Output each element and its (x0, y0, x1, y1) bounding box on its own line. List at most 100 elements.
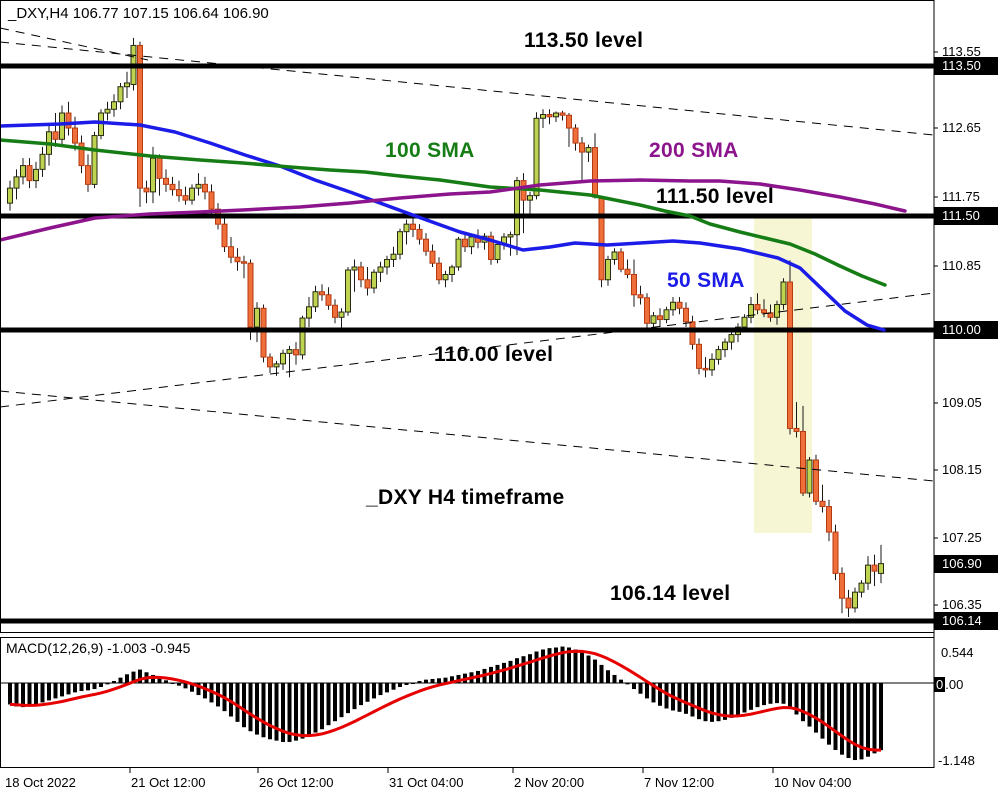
macd-histogram-bar (580, 652, 584, 683)
macd-histogram-bar (203, 683, 207, 699)
macd-histogram-bar (710, 683, 714, 722)
chart-ohlc-title: _DXY,H4 106.77 107.15 106.64 106.90 (8, 5, 269, 22)
macd-histogram-bar (60, 683, 64, 697)
bear-candle (416, 228, 423, 240)
price-axis-label: 106.35 (942, 597, 982, 612)
bear-candle (598, 196, 605, 281)
bull-candle (397, 231, 403, 255)
bear-candle (624, 268, 631, 275)
macd-histogram-bar (729, 683, 734, 718)
bear-candle (78, 142, 85, 167)
bull-candle (111, 101, 117, 110)
time-axis-label: 7 Nov 12:00 (644, 775, 715, 790)
bear-candle (293, 349, 299, 356)
macd-histogram-bar (404, 683, 409, 686)
price-axis-label: 108.15 (942, 462, 982, 477)
price-axis-label: 111.75 (942, 189, 980, 204)
bear-candle (410, 223, 416, 230)
macd-histogram-bar (157, 677, 162, 683)
bear-candle (358, 266, 364, 281)
price-axis-label: 112.65 (942, 120, 981, 135)
macd-histogram-bar (326, 683, 331, 726)
price-axis-marker: 111.50 (934, 207, 998, 225)
macd-histogram-bar (794, 683, 799, 715)
macd-histogram-bar (92, 683, 97, 690)
macd-histogram-bar (229, 683, 233, 717)
macd-histogram-bar (131, 671, 136, 683)
bear-candle (566, 114, 572, 129)
macd-histogram-bar (99, 683, 103, 688)
bear-candle (592, 147, 598, 198)
bear-candle (631, 273, 637, 296)
macd-histogram-bar (749, 683, 753, 710)
bear-candle (137, 44, 143, 189)
bear-candle (169, 183, 176, 191)
bull-candle (189, 187, 195, 201)
macd-histogram-bar (690, 683, 695, 717)
macd-histogram-bar (820, 683, 825, 739)
bear-candle (267, 356, 273, 368)
macd-histogram-bar (359, 683, 363, 706)
bull-candle (670, 301, 676, 311)
bull-candle (59, 112, 65, 140)
macd-histogram-bar (638, 683, 643, 694)
macd-histogram-bar (658, 683, 662, 706)
time-axis-label: 21 Oct 12:00 (131, 775, 206, 790)
bear-candle (644, 297, 650, 324)
annotation-113-50-level: 113.50 level (524, 29, 644, 52)
bear-candle (793, 427, 800, 432)
bear-candle (85, 165, 91, 185)
bear-candle (234, 256, 241, 263)
bull-candle (533, 117, 540, 197)
bull-candle (286, 349, 293, 354)
macd-histogram-bar (775, 683, 779, 704)
macd-histogram-bar (703, 683, 708, 722)
macd-histogram-bar (677, 683, 682, 712)
macd-histogram-bar (599, 664, 604, 683)
bull-candle (280, 352, 286, 365)
macd-histogram-bar (859, 683, 864, 760)
macd-histogram-bar (697, 683, 701, 720)
bear-candle (228, 246, 234, 258)
annotation-110-00-level: 110.00 level (434, 343, 554, 366)
macd-histogram-bar (807, 683, 812, 727)
bull-candle (806, 459, 813, 494)
bull-candle (527, 195, 533, 201)
bull-candle (715, 349, 722, 360)
macd-histogram-bar (872, 683, 877, 754)
macd-histogram-bar (586, 655, 591, 683)
macd-histogram-bar (489, 666, 493, 683)
macd-histogram-bar (781, 683, 786, 704)
macd-histogram-bar (768, 683, 773, 704)
bear-candle (163, 177, 169, 185)
bear-candle (839, 572, 845, 599)
macd-histogram-bar (664, 683, 669, 709)
time-axis-label: 10 Nov 04:00 (774, 775, 852, 790)
macd-histogram-bar (534, 651, 539, 683)
macd-histogram-bar (417, 680, 422, 683)
bear-candle (260, 307, 267, 358)
trendline (0, 41, 935, 136)
macd-histogram-bar (567, 647, 571, 683)
macd-histogram-bar (515, 658, 519, 683)
macd-histogram-bar (183, 683, 188, 689)
bear-candle (702, 367, 709, 371)
bear-candle (462, 238, 468, 248)
bear-candle (683, 307, 689, 323)
bull-candle (371, 271, 377, 289)
bear-candle (754, 304, 761, 311)
annotation-111-50-level: 111.50 level (656, 185, 775, 208)
bear-candle (813, 459, 819, 502)
macd-histogram-bar (398, 683, 402, 688)
bull-candle (312, 291, 319, 308)
bull-candle (728, 334, 735, 343)
bear-candle (559, 112, 566, 116)
bear-candle (800, 430, 806, 494)
price-axis-label: 110.85 (942, 258, 981, 273)
bear-candle (241, 261, 247, 264)
bull-candle (449, 266, 455, 275)
macd-histogram-bar (34, 683, 38, 705)
trendline (0, 390, 935, 482)
